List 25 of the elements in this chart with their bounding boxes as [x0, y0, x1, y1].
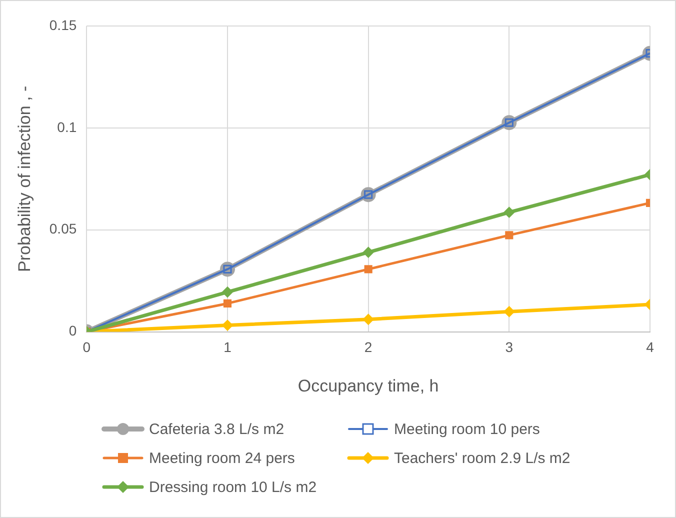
legend-label: Dressing room 10 L/s m2: [149, 478, 317, 496]
x-tick-label: 1: [224, 339, 232, 356]
point: [362, 314, 374, 325]
y-tick-label: 0.1: [57, 118, 77, 135]
x-tick-label: 0: [82, 339, 91, 356]
x-tick-label: 2: [364, 339, 372, 356]
point: [505, 231, 514, 240]
y-axis-title: Probability of infection , -: [14, 86, 34, 272]
point: [223, 299, 232, 308]
x-axis-title: Occupancy time, h: [298, 376, 439, 396]
x-tick-label: 3: [505, 339, 514, 356]
point: [222, 320, 233, 331]
point: [362, 246, 374, 258]
legend-label: Cafeteria 3.8 L/s m2: [149, 420, 284, 438]
y-tick-label: 0.15: [49, 16, 77, 33]
x-tick-label: 4: [646, 339, 654, 356]
y-tick-label: 0: [68, 322, 77, 339]
point: [504, 206, 515, 218]
point: [222, 286, 233, 298]
legend-label: Teachers' room 2.9 L/s m2: [394, 450, 570, 466]
point: [504, 306, 515, 318]
legend-label: Meeting room 24 pers: [149, 450, 295, 466]
point: [364, 265, 372, 274]
legend-label: Meeting room 10 pers: [394, 420, 540, 438]
y-tick-label: 0.05: [49, 220, 77, 237]
